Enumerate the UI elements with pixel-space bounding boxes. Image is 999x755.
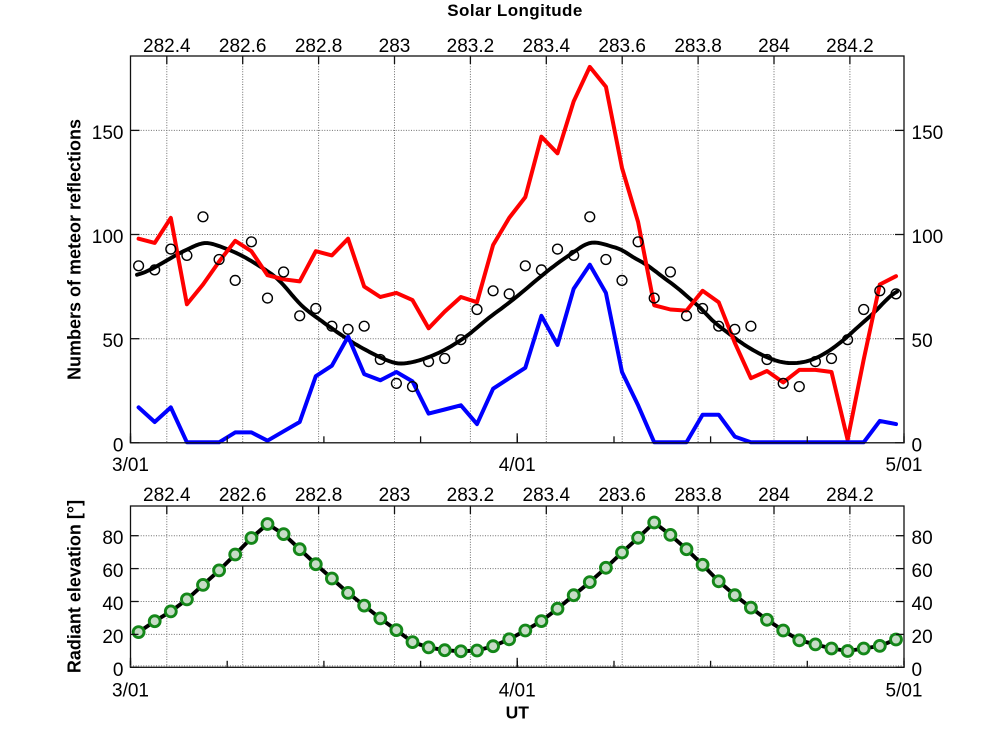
svg-text:150: 150 xyxy=(912,123,944,144)
svg-text:282.6: 282.6 xyxy=(219,485,267,506)
svg-text:UT: UT xyxy=(506,703,530,723)
svg-text:0: 0 xyxy=(912,660,923,681)
svg-text:282.4: 282.4 xyxy=(143,485,191,506)
svg-text:283.4: 283.4 xyxy=(523,485,571,506)
svg-text:4/01: 4/01 xyxy=(499,455,536,476)
svg-text:0: 0 xyxy=(113,435,124,456)
svg-text:100: 100 xyxy=(912,227,944,248)
svg-text:283: 283 xyxy=(379,485,411,506)
svg-text:60: 60 xyxy=(102,561,123,582)
svg-text:282.4: 282.4 xyxy=(143,36,191,57)
svg-text:50: 50 xyxy=(102,331,123,352)
svg-text:50: 50 xyxy=(912,331,933,352)
svg-text:284.2: 284.2 xyxy=(826,36,874,57)
svg-text:40: 40 xyxy=(912,594,933,615)
svg-text:0: 0 xyxy=(113,660,124,681)
svg-text:284: 284 xyxy=(758,485,790,506)
svg-text:3/01: 3/01 xyxy=(112,681,149,702)
svg-text:5/01: 5/01 xyxy=(886,455,923,476)
svg-text:80: 80 xyxy=(912,528,933,549)
svg-text:60: 60 xyxy=(912,561,933,582)
svg-text:100: 100 xyxy=(92,227,124,248)
svg-text:3/01: 3/01 xyxy=(112,455,149,476)
svg-text:283.2: 283.2 xyxy=(447,36,495,57)
svg-text:20: 20 xyxy=(912,627,933,648)
svg-text:40: 40 xyxy=(102,594,123,615)
svg-text:282.8: 282.8 xyxy=(295,36,343,57)
svg-text:283.2: 283.2 xyxy=(447,485,495,506)
svg-text:Radiant elevation [°]: Radiant elevation [°] xyxy=(65,500,85,673)
svg-text:282.8: 282.8 xyxy=(295,485,343,506)
svg-text:150: 150 xyxy=(92,123,124,144)
svg-text:4/01: 4/01 xyxy=(499,681,536,702)
svg-text:80: 80 xyxy=(102,528,123,549)
svg-text:20: 20 xyxy=(102,627,123,648)
svg-text:Numbers of meteor reflections: Numbers of meteor reflections xyxy=(65,119,85,380)
svg-text:283.4: 283.4 xyxy=(523,36,571,57)
svg-text:282.6: 282.6 xyxy=(219,36,267,57)
svg-text:283: 283 xyxy=(379,36,411,57)
svg-text:284.2: 284.2 xyxy=(826,485,874,506)
svg-text:283.8: 283.8 xyxy=(674,485,722,506)
svg-text:0: 0 xyxy=(912,435,923,456)
svg-text:283.8: 283.8 xyxy=(674,36,722,57)
svg-text:Solar Longitude: Solar Longitude xyxy=(447,1,582,20)
svg-text:284: 284 xyxy=(758,36,790,57)
svg-text:5/01: 5/01 xyxy=(886,681,923,702)
svg-text:283.6: 283.6 xyxy=(598,36,646,57)
svg-text:283.6: 283.6 xyxy=(598,485,646,506)
